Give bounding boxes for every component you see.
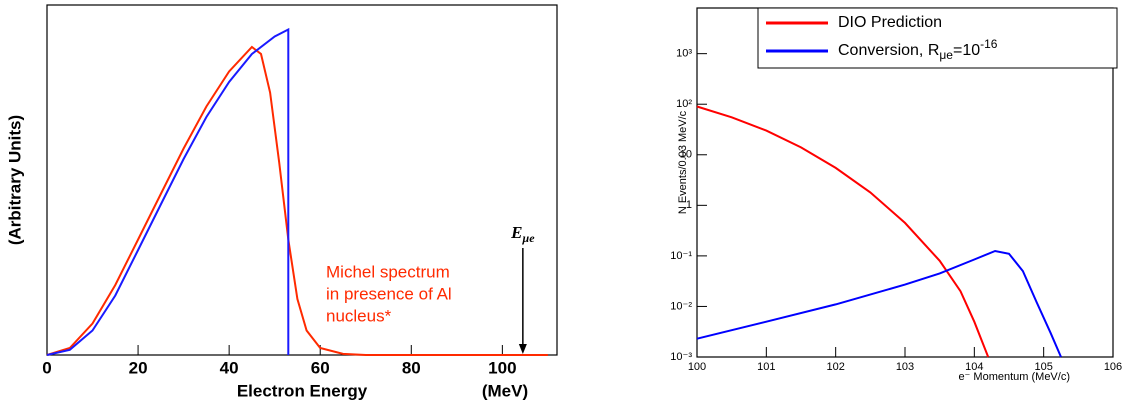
x-tick-label: 100 — [688, 361, 706, 373]
legend-sup: -16 — [980, 37, 998, 51]
x-tick-label: 101 — [757, 361, 775, 373]
annotation: in presence of Al — [326, 284, 452, 303]
x-tick-label: 80 — [402, 358, 421, 377]
x-tick-label: 105 — [1034, 361, 1052, 373]
x-axis-label: e⁻ Momentum (MeV/c) — [958, 371, 1070, 383]
legend-suffix: =10 — [953, 42, 980, 59]
x-tick-label: 102 — [826, 361, 844, 373]
arrow-label-sub: μe — [522, 231, 536, 245]
series-line — [696, 105, 990, 358]
arrow-label-main: E — [510, 223, 522, 242]
legend-label: Conversion, Rμe=10-16 — [838, 37, 998, 62]
y-tick-label: 10⁻¹ — [670, 250, 692, 262]
y-tick-label: 10⁻² — [670, 300, 692, 312]
legend-box — [757, 7, 1118, 69]
x-tick-label: 104 — [965, 361, 983, 373]
legend-sub: μe — [939, 48, 953, 62]
x-unit-label: (MeV) — [482, 381, 528, 400]
y-tick-label: 1 — [686, 199, 692, 211]
x-tick-label: 20 — [129, 358, 148, 377]
x-tick-label: 100 — [488, 358, 516, 377]
x-axis-label: Electron Energy — [237, 381, 368, 400]
y-tick-label: 10 — [680, 149, 692, 161]
legend-label: DIO Prediction — [838, 14, 942, 31]
arrow-label: Eμe — [510, 223, 535, 245]
x-tick-label: 60 — [311, 358, 330, 377]
arrow-head — [518, 344, 527, 354]
y-tick-label: 10² — [676, 98, 692, 110]
annotation: Michel spectrum — [326, 262, 450, 281]
annotation: nucleus* — [326, 306, 392, 325]
plot-frame — [46, 4, 558, 356]
x-tick-label: 0 — [42, 358, 51, 377]
y-tick-label: 10⁻³ — [670, 351, 692, 363]
series-line — [46, 45, 548, 356]
legend-name: DIO Prediction — [838, 14, 942, 31]
legend-name: Conversion, R — [838, 42, 939, 59]
y-axis-label: (Arbitrary Units) — [5, 115, 24, 245]
y-tick-label: 10³ — [676, 48, 692, 60]
x-tick-label: 40 — [220, 358, 239, 377]
series-line — [46, 27, 290, 356]
x-tick-label: 103 — [896, 361, 914, 373]
x-tick-label: 106 — [1104, 361, 1122, 373]
series-line — [696, 249, 1062, 358]
y-axis-label: N Events/0.03 MeV/c — [677, 110, 689, 214]
